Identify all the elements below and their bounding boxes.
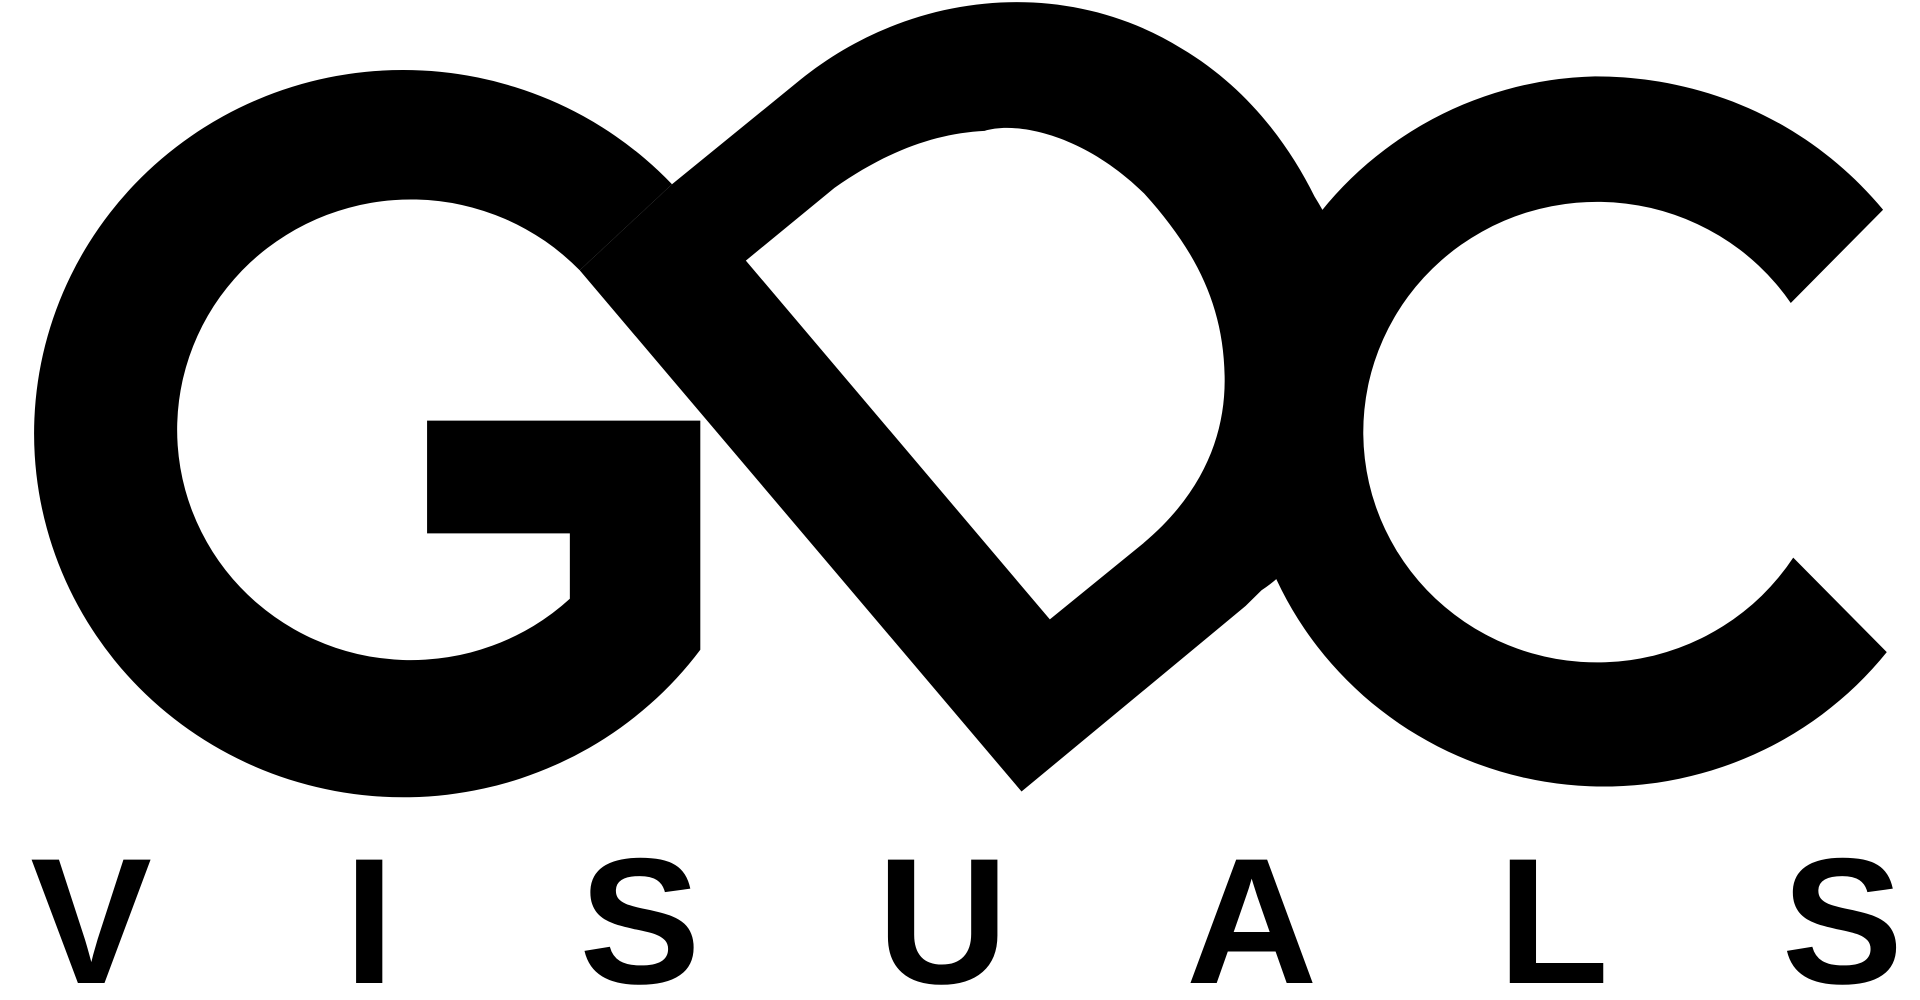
wordmark-letter-a: A bbox=[1186, 821, 1318, 1000]
monogram-g-shape bbox=[34, 70, 701, 798]
wordmark: V I S U A L S bbox=[30, 821, 1903, 1000]
monogram-d-shape bbox=[579, 2, 1363, 792]
wordmark-letter-s-1: S bbox=[579, 821, 700, 1000]
wordmark-letter-i: I bbox=[344, 821, 395, 1000]
monogram-graphic bbox=[34, 2, 1887, 798]
monogram-c-shape bbox=[1243, 76, 1887, 787]
wordmark-letter-l: L bbox=[1498, 821, 1609, 1000]
wordmark-letter-s-2: S bbox=[1782, 821, 1903, 1000]
wordmark-letter-u: U bbox=[877, 821, 1009, 1000]
wordmark-letter-v: V bbox=[30, 821, 151, 1000]
